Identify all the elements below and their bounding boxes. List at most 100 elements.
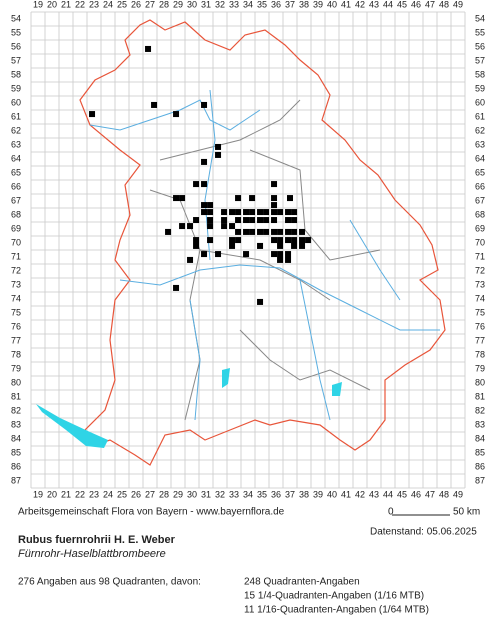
row-label: 71	[11, 251, 21, 261]
occurrence	[235, 217, 242, 224]
rivers	[89, 89, 440, 421]
column-label: 46	[411, 0, 421, 9]
occurrence	[89, 111, 96, 118]
row-label: 59	[475, 83, 485, 93]
column-label: 46	[411, 489, 421, 499]
occurrence	[151, 101, 158, 108]
occurrence	[277, 256, 284, 263]
column-label: 35	[257, 489, 267, 499]
occurrence	[277, 209, 284, 216]
river	[299, 279, 331, 421]
occurrence	[305, 237, 312, 244]
row-label: 63	[11, 139, 21, 149]
occurrence	[243, 251, 250, 258]
occurrence	[221, 217, 228, 224]
lake	[332, 382, 342, 396]
district-border	[239, 329, 371, 391]
row-label: 66	[11, 181, 21, 191]
occurrence	[207, 237, 214, 244]
column-label: 48	[439, 0, 449, 9]
row-label: 72	[11, 265, 21, 275]
occurrence	[243, 228, 250, 235]
occurrence	[229, 209, 236, 216]
occurrence	[257, 217, 264, 224]
occurrence	[263, 209, 270, 216]
row-label: 58	[11, 69, 21, 79]
occurrence	[235, 237, 242, 244]
column-label: 44	[383, 489, 393, 499]
district-borders	[149, 99, 381, 421]
occurrence	[271, 251, 278, 258]
row-label: 84	[475, 433, 485, 443]
occurrence	[257, 242, 264, 249]
occurrence	[221, 223, 228, 230]
row-label: 57	[11, 55, 21, 65]
occurrence	[229, 242, 236, 249]
row-label: 78	[11, 349, 21, 359]
row-label: 64	[11, 153, 21, 163]
column-label: 40	[327, 489, 337, 499]
row-label: 71	[475, 251, 485, 261]
column-label: 41	[341, 0, 351, 9]
occurrence	[277, 237, 284, 244]
row-label: 55	[475, 27, 485, 37]
column-label: 43	[369, 489, 379, 499]
row-label: 59	[11, 83, 21, 93]
occurrence	[207, 202, 214, 209]
column-label: 32	[215, 489, 225, 499]
column-label: 44	[383, 0, 393, 9]
detail: 11 1/16-Quadranten-Angaben (1/64 MTB)	[244, 605, 429, 616]
row-label: 67	[11, 195, 21, 205]
column-label: 24	[103, 489, 113, 499]
row-label: 69	[11, 223, 21, 233]
column-label: 27	[145, 0, 155, 9]
occurrence	[291, 209, 298, 216]
column-label: 19	[33, 0, 43, 9]
column-label: 49	[453, 489, 463, 499]
row-label: 80	[475, 377, 485, 387]
column-label: 22	[75, 489, 85, 499]
occurrence	[287, 195, 293, 202]
occurrence	[291, 242, 298, 249]
row-label: 87	[11, 475, 21, 485]
credit: Arbeitsgemeinschaft Flora von Bayern - w…	[18, 507, 285, 518]
occurrence	[285, 251, 292, 258]
occurrence	[299, 228, 306, 235]
row-label: 85	[475, 447, 485, 457]
occurrences	[89, 45, 312, 305]
column-label: 25	[117, 0, 127, 9]
occurrence	[257, 228, 264, 235]
row-label: 65	[11, 167, 21, 177]
summary: 276 Angaben aus 98 Quadranten, davon:	[18, 577, 201, 588]
column-label: 42	[355, 0, 365, 9]
row-label: 75	[475, 307, 485, 317]
occurrence	[193, 242, 200, 249]
column-label: 31	[201, 489, 211, 499]
occurrence	[249, 228, 256, 235]
column-label: 38	[299, 489, 309, 499]
column-label: 35	[257, 0, 267, 9]
column-label: 33	[229, 0, 239, 9]
row-label: 76	[475, 321, 485, 331]
occurrence	[263, 217, 270, 224]
row-label: 61	[11, 111, 21, 121]
occurrence	[285, 256, 292, 263]
occurrence	[271, 181, 278, 188]
row-label: 77	[475, 335, 485, 345]
column-label: 39	[313, 489, 323, 499]
column-label: 21	[61, 489, 71, 499]
row-label: 81	[11, 391, 21, 401]
bavaria-border	[79, 19, 446, 466]
column-label: 45	[397, 489, 407, 499]
row-label: 72	[475, 265, 485, 275]
row-label: 54	[475, 13, 485, 23]
occurrence	[207, 209, 214, 216]
row-label: 74	[475, 293, 485, 303]
column-label: 20	[47, 0, 57, 9]
occurrence	[187, 256, 194, 263]
row-label: 83	[475, 419, 485, 429]
column-label: 23	[89, 489, 99, 499]
occurrence	[201, 158, 208, 165]
occurrence	[243, 209, 250, 216]
